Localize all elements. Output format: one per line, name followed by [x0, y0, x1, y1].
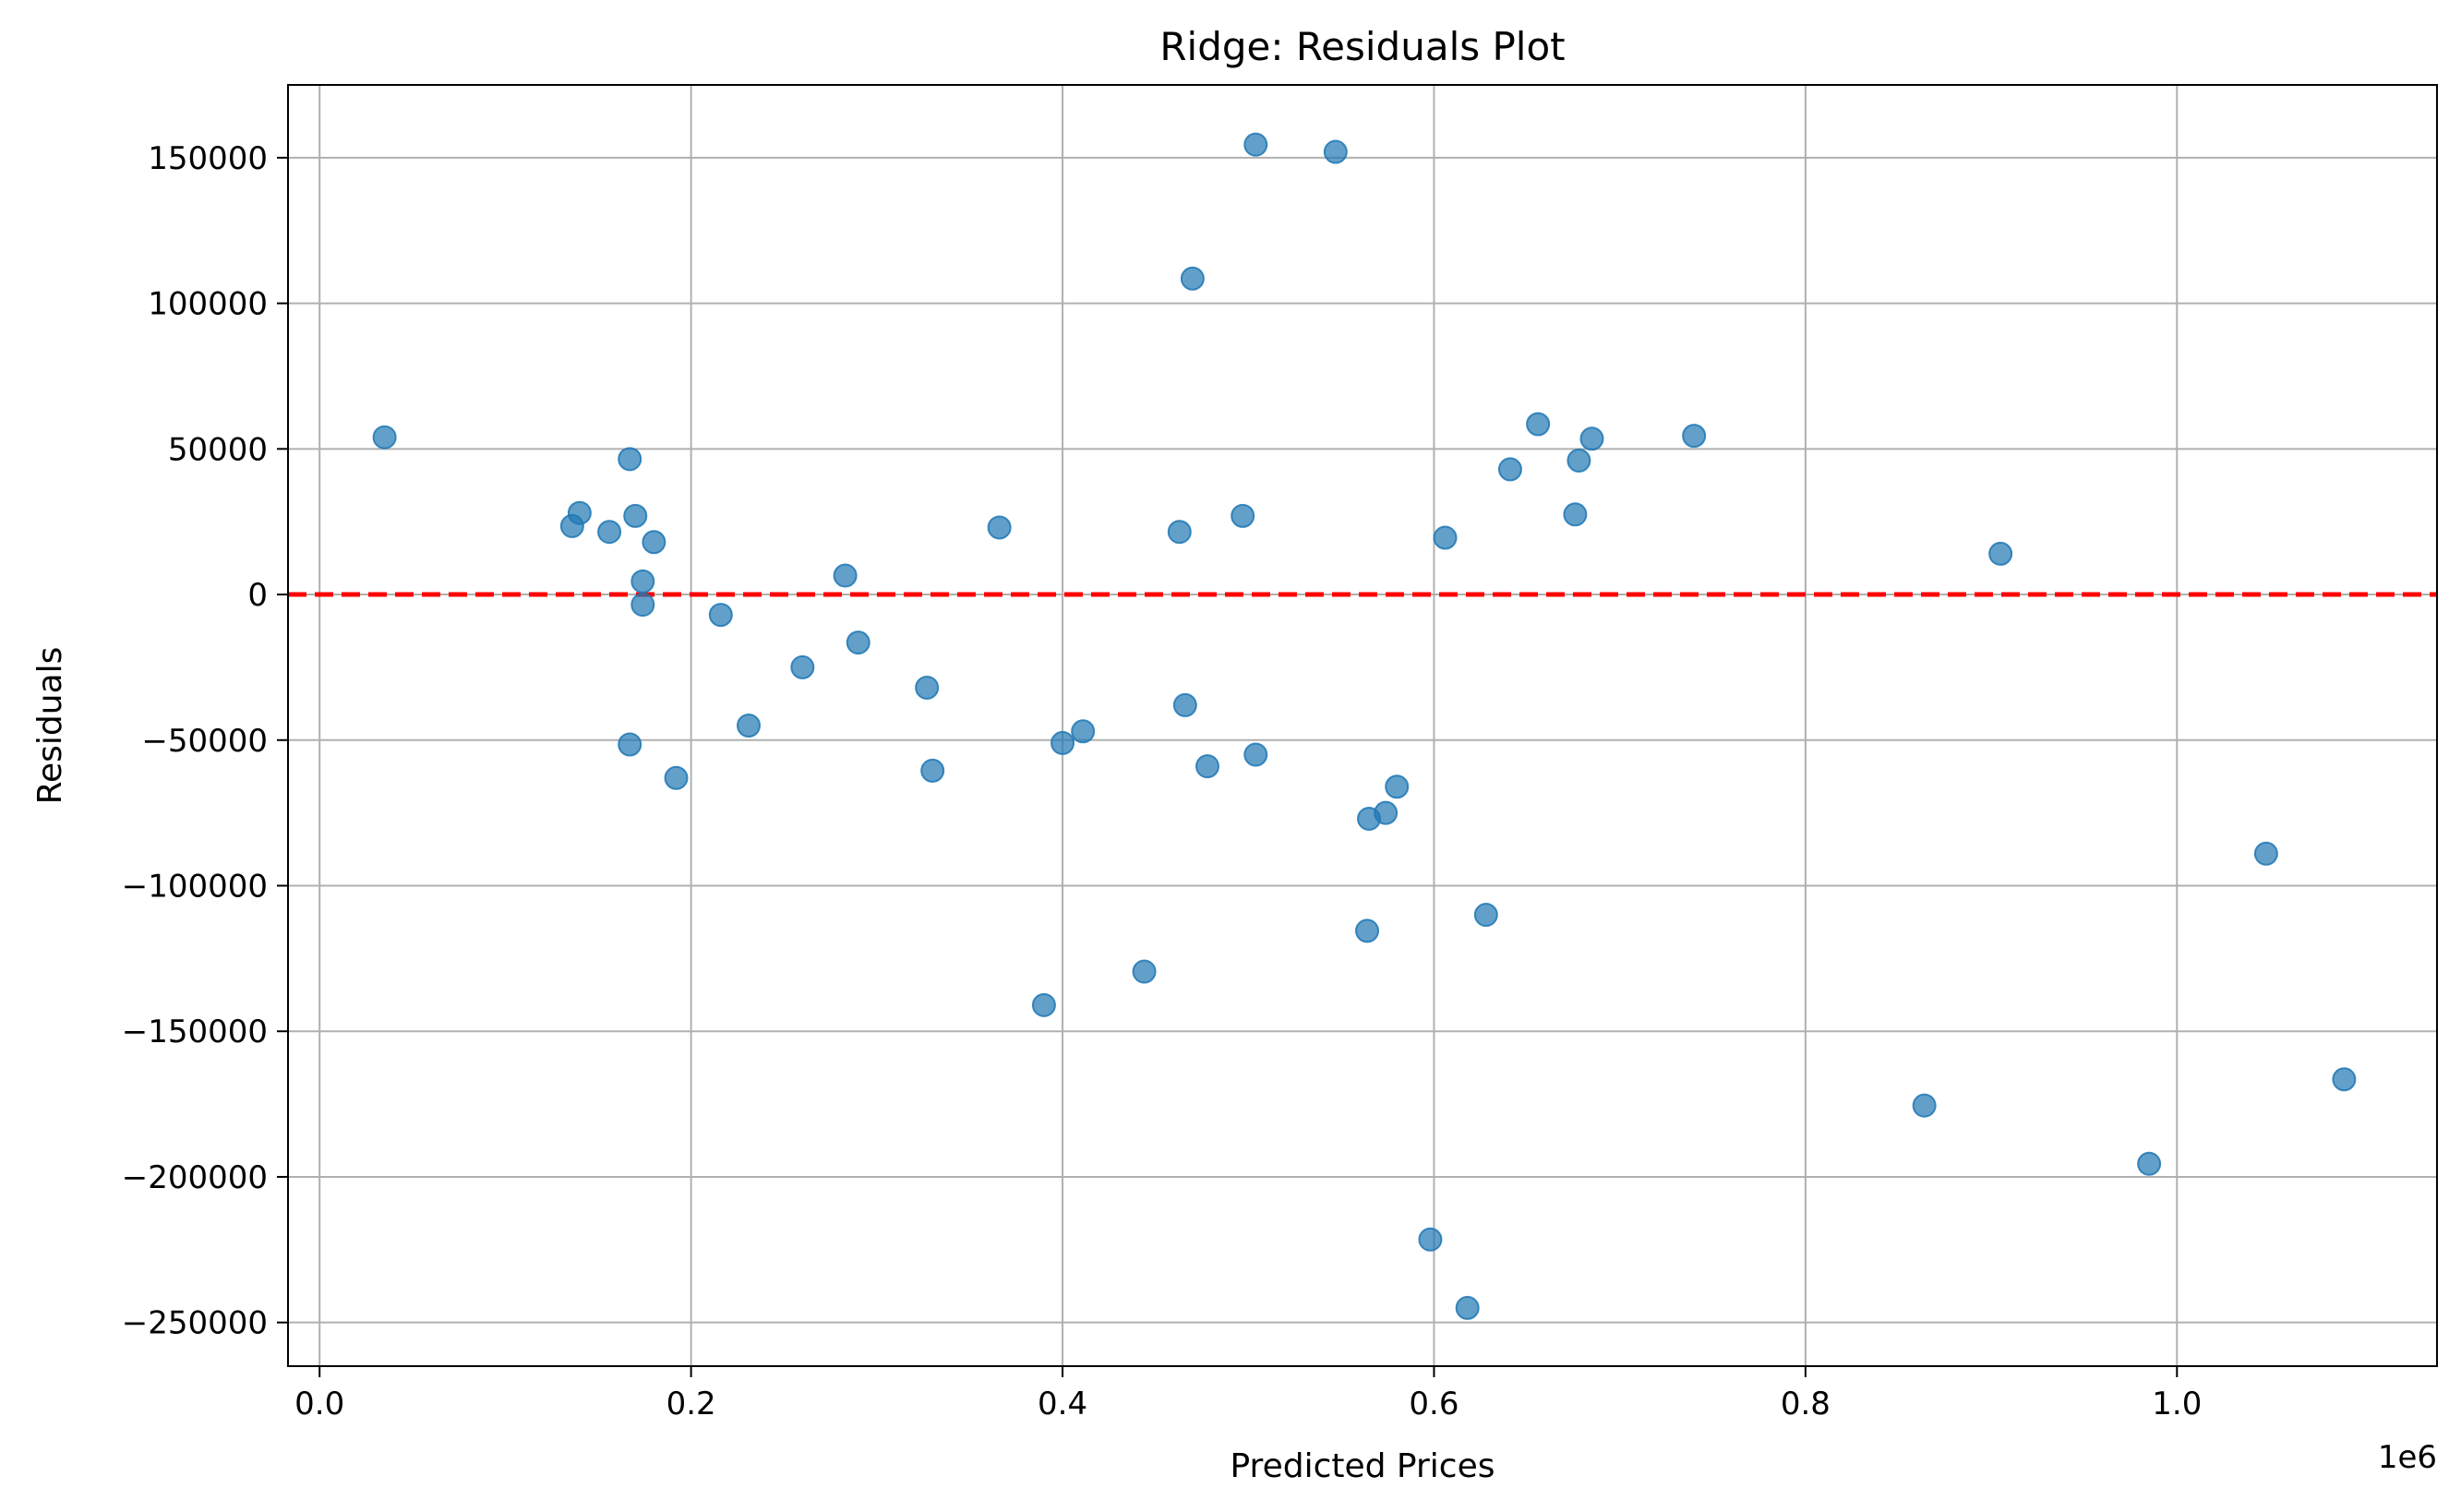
residual-point	[567, 500, 592, 525]
residual-point	[1374, 800, 1399, 825]
residual-point	[846, 630, 870, 655]
y-tick-label: 50000	[168, 431, 268, 468]
residual-point	[1172, 692, 1197, 717]
x-tick-label: 0.8	[1781, 1386, 1831, 1422]
grid	[288, 85, 2437, 1366]
residual-point	[920, 758, 945, 783]
residual-point	[833, 563, 858, 588]
points-layer	[372, 132, 2357, 1320]
residual-point	[1031, 992, 1056, 1017]
x-tick-label: 0.6	[1409, 1386, 1459, 1422]
residual-point	[372, 425, 397, 450]
residual-point	[1180, 266, 1205, 291]
residual-point	[1243, 132, 1268, 157]
residual-point	[1418, 1227, 1443, 1252]
residual-point	[915, 675, 940, 700]
residual-point	[630, 593, 655, 618]
residual-point	[664, 765, 689, 790]
x-axis-label: Predicted Prices	[1230, 1447, 1495, 1485]
residual-point	[618, 732, 642, 757]
residual-point	[1433, 525, 1458, 550]
residual-point	[987, 515, 1012, 540]
y-tick-label: −150000	[122, 1014, 268, 1050]
residual-point	[642, 530, 666, 555]
plot-frame	[287, 84, 2438, 1367]
residual-point	[708, 603, 733, 628]
residual-point	[1385, 774, 1410, 799]
residual-point	[630, 569, 655, 594]
y-tick-label: 0	[247, 577, 268, 614]
x-tick-label: 0.2	[666, 1386, 716, 1422]
x-axis: 0.0 0.2 0.4 0.6 0.8 1.0	[294, 1366, 2202, 1422]
residual-point	[1050, 730, 1075, 755]
x-tick-label: 1.0	[2152, 1386, 2202, 1422]
residual-point	[1243, 742, 1268, 767]
residual-point	[1455, 1295, 1480, 1320]
y-tick-label: −200000	[122, 1159, 268, 1196]
residual-point	[623, 503, 648, 528]
chart-title: Ridge: Residuals Plot	[1159, 24, 1565, 69]
residual-point	[2332, 1067, 2357, 1092]
residual-point	[1912, 1093, 1937, 1118]
residual-point	[1132, 959, 1157, 984]
residual-point	[597, 520, 622, 545]
x-tick-label: 0.0	[294, 1386, 344, 1422]
y-axis-label: Residuals	[31, 647, 69, 805]
residual-point	[1230, 503, 1255, 528]
residual-point	[1355, 918, 1380, 943]
residual-point	[1497, 457, 1522, 482]
y-tick-label: 150000	[148, 140, 268, 177]
residual-point	[790, 654, 815, 679]
y-tick-label: −250000	[122, 1305, 268, 1342]
residual-point	[618, 447, 642, 472]
y-tick-label: 100000	[148, 286, 268, 323]
y-tick-label: −100000	[122, 869, 268, 906]
residual-point	[1167, 520, 1192, 545]
residual-point	[1682, 424, 1707, 449]
x-axis-offset-label: 1e6	[2378, 1439, 2437, 1476]
residual-point	[1563, 502, 1588, 527]
x-tick-label: 0.4	[1038, 1386, 1087, 1422]
residual-point	[1323, 139, 1348, 164]
residual-point	[1071, 719, 1096, 744]
residual-point	[1473, 903, 1498, 928]
y-tick-label: −50000	[141, 723, 268, 760]
residual-point	[2253, 841, 2278, 866]
residual-point	[1579, 426, 1604, 451]
residual-point	[2137, 1151, 2162, 1176]
residual-point	[1567, 448, 1591, 473]
residual-point	[1526, 412, 1551, 437]
residual-point	[1194, 754, 1219, 779]
residual-point	[737, 714, 762, 738]
y-axis: 150000 100000 50000 0 −50000 −100000 −150000 −2…	[122, 140, 288, 1342]
residual-point	[1988, 541, 2013, 566]
